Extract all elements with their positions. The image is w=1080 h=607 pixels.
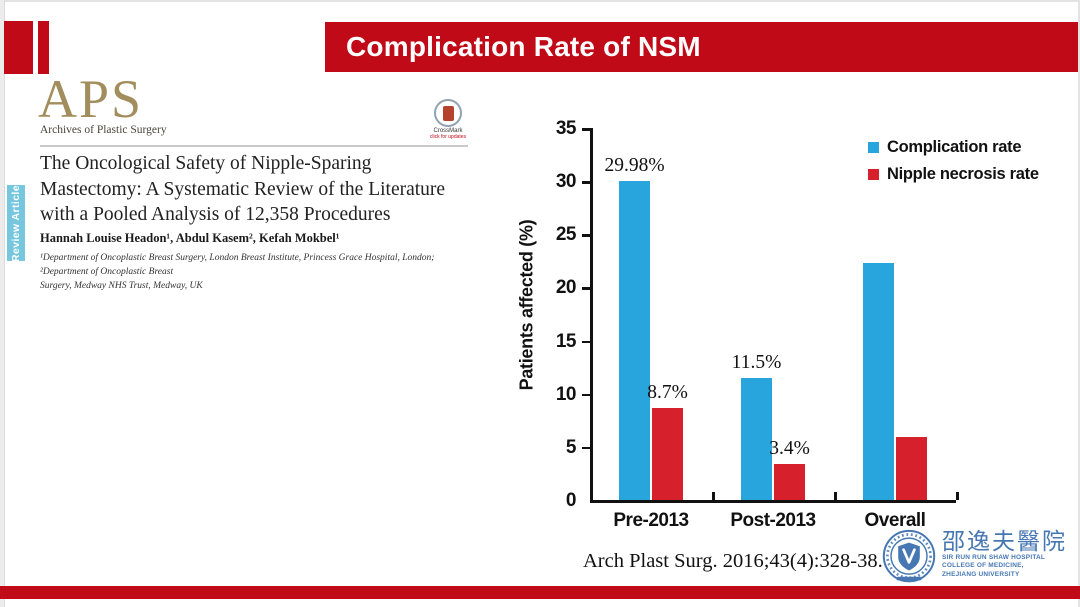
- bar-value-label: 3.4%: [769, 437, 810, 459]
- y-tick-mark: [582, 181, 590, 184]
- hospital-seal-icon: [882, 529, 936, 583]
- y-tick-mark: [582, 393, 590, 397]
- legend-label: Complication rate: [887, 138, 1022, 156]
- slide-left-edge: [0, 0, 5, 607]
- x-tick-mark: [956, 492, 959, 500]
- y-tick-label: 5: [565, 436, 577, 458]
- x-axis-line: [590, 500, 956, 503]
- chart-bar: [774, 463, 805, 500]
- y-tick-mark: [582, 128, 590, 131]
- slide-right-edge: [1078, 0, 1080, 607]
- paper-title: The Oncological Safety of Nipple-Sparing…: [40, 153, 446, 226]
- paper-affiliations: ¹Department of Oncoplastic Breast Surger…: [40, 253, 435, 291]
- hospital-name-en-2: COLLEGE OF MEDICINE,: [942, 562, 1024, 570]
- y-tick-label: 25: [555, 224, 577, 246]
- chart-bar: [863, 262, 894, 500]
- bar-value-label: 29.98%: [604, 155, 665, 177]
- chart-bar: [652, 407, 683, 500]
- x-category-label: Post-2013: [730, 510, 816, 531]
- x-category-label: Pre-2013: [613, 510, 689, 531]
- hospital-name-chinese: 邵逸夫醫院: [942, 529, 1067, 554]
- y-tick-label: 20: [555, 277, 577, 299]
- legend-item: Complication rate: [868, 138, 1039, 157]
- y-tick-mark: [582, 446, 590, 450]
- y-tick-mark: [582, 287, 590, 290]
- journal-logo: APS: [38, 69, 144, 129]
- y-tick-label: 15: [555, 330, 577, 352]
- y-tick-label: 35: [555, 118, 577, 139]
- paper-header-divider: [40, 145, 468, 147]
- x-tick-mark: [834, 492, 837, 500]
- hospital-logo: 邵逸夫醫院 SIR RUN RUN SHAW HOSPITAL COLLEGE …: [882, 529, 1067, 585]
- red-accent-mark-small: [38, 21, 49, 74]
- crossmark-circle-icon: [434, 99, 462, 127]
- legend-swatch-icon: [868, 142, 879, 153]
- paper-authors: Hannah Louise Headon¹, Abdul Kasem², Kef…: [40, 231, 340, 245]
- legend-label: Nipple necrosis rate: [887, 165, 1039, 183]
- y-tick-label: 10: [555, 383, 577, 405]
- slide-title: Complication Rate of NSM: [346, 31, 701, 62]
- y-axis-title: Patients affected (%): [516, 219, 537, 391]
- y-tick-label: 30: [555, 171, 577, 193]
- crossmark-label: CrossMark: [433, 128, 463, 134]
- citation-text: Arch Plast Surg. 2016;43(4):328-38.: [583, 550, 883, 572]
- crossmark-bookmark-icon: [442, 105, 454, 121]
- y-tick-mark: [582, 234, 590, 237]
- legend-item: Nipple necrosis rate: [868, 165, 1039, 184]
- y-tick-label: 0: [565, 490, 577, 511]
- bottom-accent-bar: [0, 586, 1080, 599]
- crossmark-subtext: click for updates: [429, 134, 467, 140]
- red-accent-mark-large: [4, 21, 33, 74]
- bar-value-label: 8.7%: [647, 381, 688, 403]
- x-tick-mark: [712, 492, 715, 500]
- y-tick-mark: [582, 340, 590, 344]
- legend-swatch-icon: [868, 169, 879, 180]
- y-axis-line: [590, 128, 593, 503]
- article-type-tab: Review Article: [7, 184, 25, 262]
- journal-name: Archives of Plastic Surgery: [40, 124, 167, 136]
- bar-value-label: 11.5%: [731, 351, 782, 373]
- chart-bar: [619, 181, 650, 500]
- hospital-name-en-3: ZHEJIANG UNIVERSITY: [942, 570, 1020, 578]
- chart-bar: [896, 437, 927, 500]
- slide-top-edge: [0, 0, 1080, 2]
- article-type-label: Review Article: [10, 184, 22, 262]
- hospital-name-en-1: SIR RUN RUN SHAW HOSPITAL: [942, 554, 1046, 562]
- hospital-name-block: 邵逸夫醫院 SIR RUN RUN SHAW HOSPITAL COLLEGE …: [942, 529, 1067, 579]
- chart-legend: Complication rate Nipple necrosis rate: [868, 138, 1039, 192]
- chart-bar: [741, 377, 772, 500]
- slide-title-bar: Complication Rate of NSM: [325, 22, 1078, 72]
- crossmark-icon: CrossMark click for updates: [428, 99, 468, 140]
